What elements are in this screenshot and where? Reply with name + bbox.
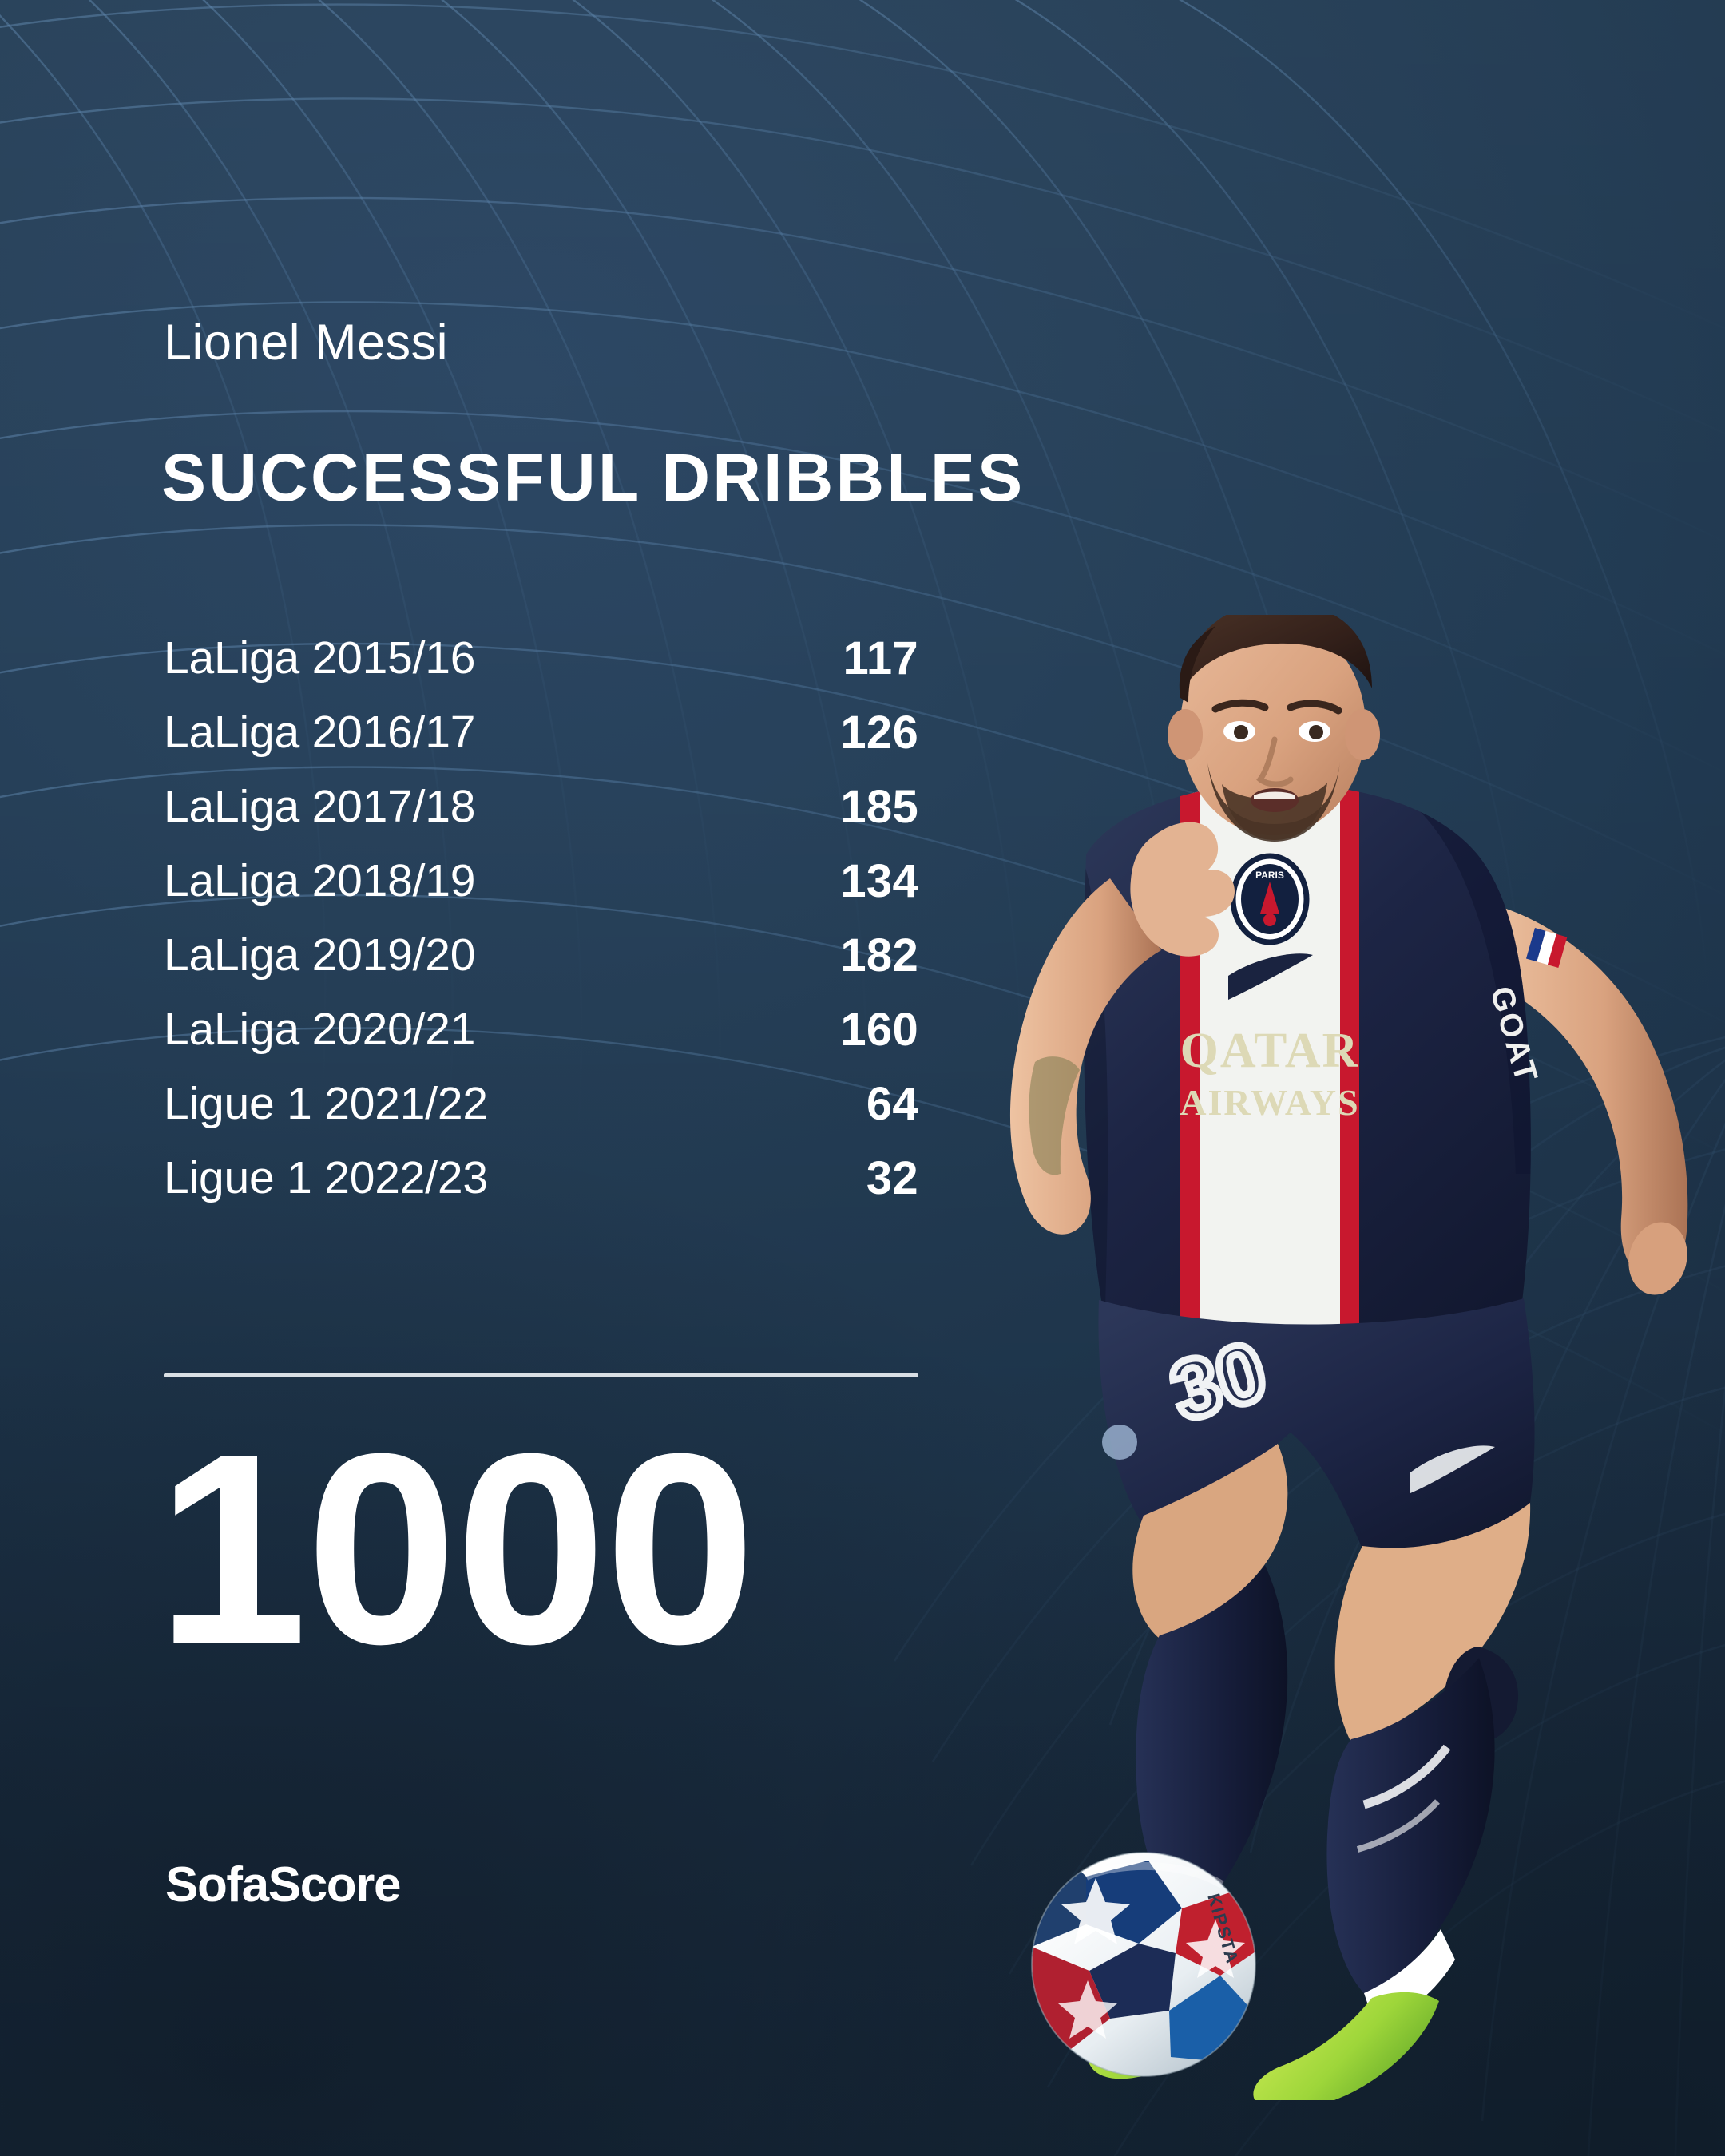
row-label: LaLiga 2015/16 bbox=[164, 632, 476, 684]
table-row: Ligue 1 2021/22 64 bbox=[164, 1067, 918, 1141]
table-row: LaLiga 2020/21 160 bbox=[164, 993, 918, 1067]
row-value: 182 bbox=[840, 929, 918, 981]
row-label: Ligue 1 2021/22 bbox=[164, 1078, 488, 1129]
row-label: LaLiga 2017/18 bbox=[164, 781, 476, 832]
row-value: 185 bbox=[840, 781, 918, 833]
row-label: LaLiga 2019/20 bbox=[164, 929, 476, 981]
table-row: LaLiga 2017/18 185 bbox=[164, 770, 918, 844]
row-value: 134 bbox=[840, 855, 918, 907]
total-divider bbox=[164, 1373, 918, 1377]
table-row: LaLiga 2018/19 134 bbox=[164, 844, 918, 918]
table-row: LaLiga 2019/20 182 bbox=[164, 918, 918, 993]
row-label: LaLiga 2016/17 bbox=[164, 707, 476, 758]
table-row: LaLiga 2016/17 126 bbox=[164, 696, 918, 770]
row-value: 160 bbox=[840, 1004, 918, 1056]
page-title: SUCCESSFUL DRIBBLES bbox=[161, 440, 1025, 516]
row-value: 64 bbox=[866, 1078, 918, 1130]
row-value: 32 bbox=[866, 1152, 918, 1204]
row-label: LaLiga 2020/21 bbox=[164, 1004, 476, 1055]
sofascore-logo: SofaScore bbox=[165, 1857, 401, 1912]
row-label: LaLiga 2018/19 bbox=[164, 855, 476, 906]
table-row: Ligue 1 2022/23 32 bbox=[164, 1141, 918, 1215]
row-label: Ligue 1 2022/23 bbox=[164, 1152, 488, 1203]
row-value: 117 bbox=[843, 632, 918, 684]
player-name-kicker: Lionel Messi bbox=[164, 315, 449, 371]
row-value: 126 bbox=[840, 707, 918, 759]
table-row: LaLiga 2015/16 117 bbox=[164, 621, 918, 696]
stats-table: LaLiga 2015/16 117 LaLiga 2016/17 126 La… bbox=[164, 621, 918, 1215]
total-value: 1000 bbox=[157, 1397, 755, 1701]
